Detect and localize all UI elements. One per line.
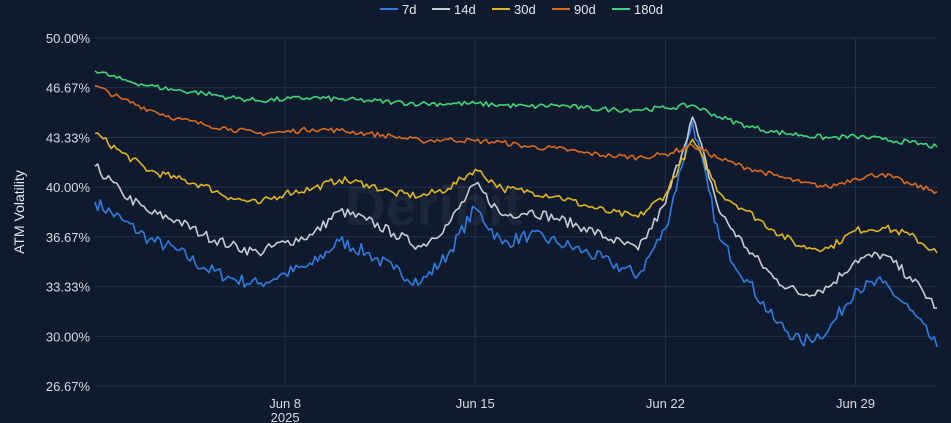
y-tick-label: 33.33%: [46, 280, 91, 295]
y-tick-label: 36.67%: [46, 230, 91, 245]
y-axis-title: ATM Volatility: [11, 170, 27, 254]
y-tick-label: 40.00%: [46, 180, 91, 195]
y-tick-label: 50.00%: [46, 31, 91, 46]
y-tick-label: 46.67%: [46, 81, 91, 96]
series-line-14d: [94, 116, 938, 309]
x-tick-sublabel: 2025: [271, 410, 300, 423]
x-tick-label: Jun 15: [456, 396, 495, 411]
legend-item-14d[interactable]: 14d: [454, 2, 476, 17]
y-tick-label: 26.67%: [46, 379, 91, 394]
series-line-7d: [94, 120, 938, 348]
series-line-180d: [94, 70, 938, 149]
y-axis-ticks: 50.00% 46.67% 43.33% 40.00% 36.67% 33.33% 30.0…: [46, 31, 91, 394]
legend-item-180d[interactable]: 180d: [634, 2, 663, 17]
legend-item-7d[interactable]: 7d: [402, 2, 416, 17]
y-tick-label: 43.33%: [46, 130, 91, 145]
series-line-90d: [94, 84, 938, 195]
y-tick-label: 30.00%: [46, 329, 91, 344]
legend[interactable]: 7d 14d 30d 90d 180d: [380, 2, 663, 17]
x-tick-label: Jun 22: [646, 396, 685, 411]
x-tick-label: Jun 29: [836, 396, 875, 411]
x-tick-label: Jun 8: [269, 396, 301, 411]
series-line-30d: [94, 132, 938, 254]
legend-item-90d[interactable]: 90d: [574, 2, 596, 17]
series-lines: [94, 70, 938, 348]
legend-item-30d[interactable]: 30d: [514, 2, 536, 17]
